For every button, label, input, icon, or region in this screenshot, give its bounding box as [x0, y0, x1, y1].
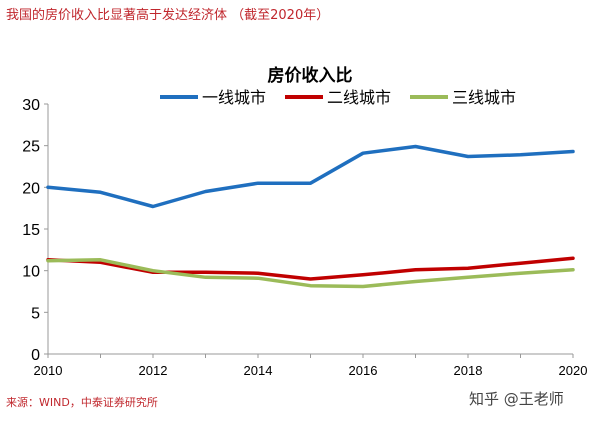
x-tick-label: 2010 — [34, 363, 63, 378]
x-tick-label: 2014 — [244, 363, 273, 378]
x-tick-label: 2012 — [139, 363, 168, 378]
source-note: 来源：WIND，中泰证券研究所 — [6, 396, 158, 409]
y-tick-label: 15 — [22, 222, 40, 239]
x-tick-label: 2020 — [559, 363, 588, 378]
chart-legend: 一线城市 二线城市 三线城市 — [160, 88, 516, 107]
header-title: 我国的房价收入比显著高于发达经济体 （截至2020年） — [6, 8, 330, 23]
chart-title: 房价收入比 — [268, 65, 353, 86]
y-tick-label: 5 — [31, 305, 40, 322]
legend-label-1: 一线城市 — [202, 88, 266, 107]
chart-series — [46, 144, 575, 289]
chart-axes: 0 5 10 15 20 25 30 2010 2012 2014 2016 2018 2020 — [22, 97, 587, 378]
y-tick-label: 10 — [22, 264, 40, 281]
series-line-1 — [46, 144, 575, 209]
series-line-3 — [46, 258, 575, 289]
y-tick-label: 25 — [22, 139, 40, 156]
y-tick-label: 0 — [31, 347, 40, 364]
legend-label-3: 三线城市 — [452, 88, 516, 107]
x-tick-label: 2016 — [349, 363, 378, 378]
series-line-2 — [46, 256, 575, 281]
watermark: 知乎 @王老师 — [469, 390, 564, 408]
legend-label-2: 二线城市 — [327, 88, 391, 107]
y-tick-label: 20 — [22, 180, 40, 197]
x-tick-label: 2018 — [454, 363, 483, 378]
y-tick-label: 30 — [22, 97, 40, 114]
